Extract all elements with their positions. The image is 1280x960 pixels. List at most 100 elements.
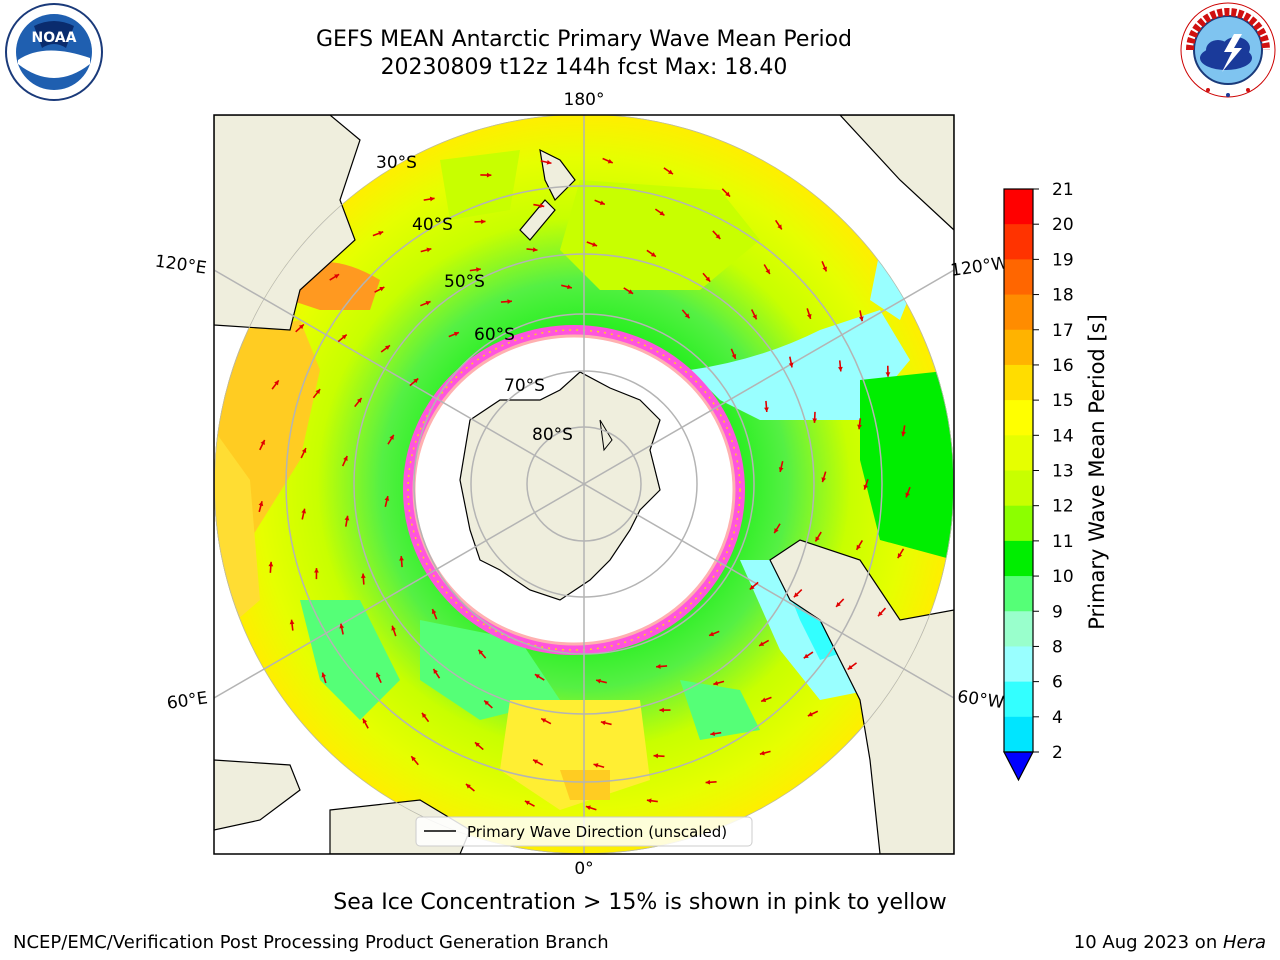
wave-arrow-head — [857, 424, 862, 430]
wave-arrow-head — [863, 484, 869, 490]
wave-arrow-head — [788, 362, 794, 368]
wave-arrow-head — [362, 718, 368, 724]
colorbar-tick-label: 19 — [1052, 250, 1074, 270]
wave-arrow-head — [705, 779, 711, 785]
wave-arrow-head — [759, 750, 765, 756]
colorbar-segment — [1004, 329, 1033, 366]
wave-arrow-head — [480, 219, 486, 225]
wave-arrow-head — [607, 158, 613, 164]
colorbar-tick-label: 16 — [1052, 356, 1074, 376]
wave-arrow-head — [806, 313, 812, 319]
colorbar-tick-label: 17 — [1052, 321, 1074, 341]
colorbar-tick-label: 13 — [1052, 462, 1074, 482]
wave-arrow-head — [807, 711, 813, 717]
wave-arrow-head — [453, 331, 459, 337]
chart-subtitle: 20230809 t12z 144h fcst Max: 18.40 — [380, 55, 788, 80]
wave-arrow-head — [474, 742, 480, 748]
colorbar-segment — [1004, 294, 1033, 331]
wave-arrow-head — [593, 763, 599, 768]
wave-arrow-head — [486, 172, 492, 178]
colorbar-segment — [1004, 646, 1033, 683]
wave-arrow-head — [379, 286, 385, 292]
lon-label-180: 180° — [564, 90, 605, 110]
colorbar-segment — [1004, 470, 1033, 507]
wave-arrow-head — [709, 631, 715, 637]
wave-arrow-head — [360, 573, 366, 579]
wave-arrow-head — [761, 697, 767, 702]
wave-arrow-head — [713, 680, 719, 686]
wave-arrow-head — [592, 242, 598, 247]
colorbar-segment — [1004, 364, 1033, 401]
wave-arrow-head — [897, 553, 903, 559]
wave-arrow-head — [546, 159, 552, 165]
footer-host: Hera — [1222, 932, 1266, 953]
lon-label-60w: 60°W — [956, 687, 1005, 713]
lon-label-60e: 60°E — [166, 688, 209, 713]
colorbar-extend-arrow — [1003, 751, 1034, 782]
meridians — [214, 115, 954, 854]
wave-arrow-head — [356, 397, 362, 403]
wave-arrow-head — [731, 353, 737, 359]
wave-arrow-head — [599, 200, 605, 205]
wave-arrow-head — [836, 602, 841, 607]
wave-arrow-head — [421, 712, 427, 718]
wave-arrow-head — [289, 619, 295, 625]
wave-arrow-head — [534, 674, 540, 679]
wave-arrow-head — [334, 274, 340, 279]
wave-arrow-head — [764, 407, 769, 412]
wave-arrow-head — [858, 316, 864, 322]
wave-arrow-head — [774, 528, 779, 534]
wave-arrow-head — [484, 700, 490, 706]
colorbar-segment — [1004, 611, 1033, 647]
wave-arrow-head — [905, 492, 910, 498]
wave-arrow-head — [901, 431, 906, 437]
wave-arrow-head — [429, 196, 435, 202]
wave-arrow-head — [705, 276, 711, 282]
wave-arrow-head — [389, 434, 394, 440]
colorbar-tick-label: 20 — [1052, 215, 1074, 235]
wave-arrow-head — [715, 234, 721, 239]
wave-arrow-head — [321, 672, 327, 678]
colorbar-segment — [1004, 681, 1033, 718]
wave-arrow-head — [378, 231, 384, 236]
wave-arrow-head — [659, 210, 665, 216]
wave-arrow-head — [431, 609, 437, 615]
wave-direction-arrows — [258, 157, 911, 811]
colorbar-segment — [1004, 435, 1033, 471]
wave-arrow-head — [778, 467, 784, 472]
wave-arrow-head — [847, 664, 853, 670]
wave-arrow-head — [301, 508, 307, 514]
colorbar-tick-label: 6 — [1052, 673, 1063, 693]
wave-arrow-head — [411, 756, 416, 762]
colorbar-tick-label: 12 — [1052, 497, 1074, 517]
wave-arrow-head — [878, 611, 883, 617]
wave-arrow-head — [710, 731, 716, 737]
wave-arrow-head — [749, 584, 755, 590]
wave-arrow-head — [596, 678, 601, 684]
lat-label-40s: 40°S — [412, 215, 453, 235]
wave-arrow-head — [650, 252, 656, 257]
wave-arrow-head — [343, 456, 348, 461]
wave-arrow-head — [465, 784, 471, 789]
wave-arrow-head — [567, 284, 572, 290]
wave-arrow-head — [385, 345, 390, 350]
footer-credit: NCEP/EMC/Verification Post Processing Pr… — [13, 932, 609, 953]
colorbar-tick-label: 21 — [1052, 180, 1074, 200]
wave-arrow-head — [426, 247, 432, 253]
wave-arrow-head — [476, 267, 481, 273]
wave-arrow-head — [838, 366, 843, 372]
wave-arrow-head — [793, 592, 799, 598]
footer-date: 10 Aug 2023 on Hera — [1074, 932, 1266, 953]
chart-title: GEFS MEAN Antarctic Primary Wave Mean Pe… — [315, 27, 853, 52]
sea-ice-edge — [407, 329, 741, 651]
wave-arrow-head — [339, 623, 345, 629]
colorbar-tick-label: 18 — [1052, 286, 1074, 306]
wave-arrow-head — [585, 805, 591, 811]
wave-arrow-head — [341, 334, 347, 340]
lat-label-50s: 50°S — [444, 272, 485, 292]
wave-arrow-head — [856, 544, 861, 550]
wave-arrow-head — [532, 247, 538, 253]
wave-arrow-head — [725, 191, 731, 197]
wave-arrow-head — [384, 496, 390, 501]
